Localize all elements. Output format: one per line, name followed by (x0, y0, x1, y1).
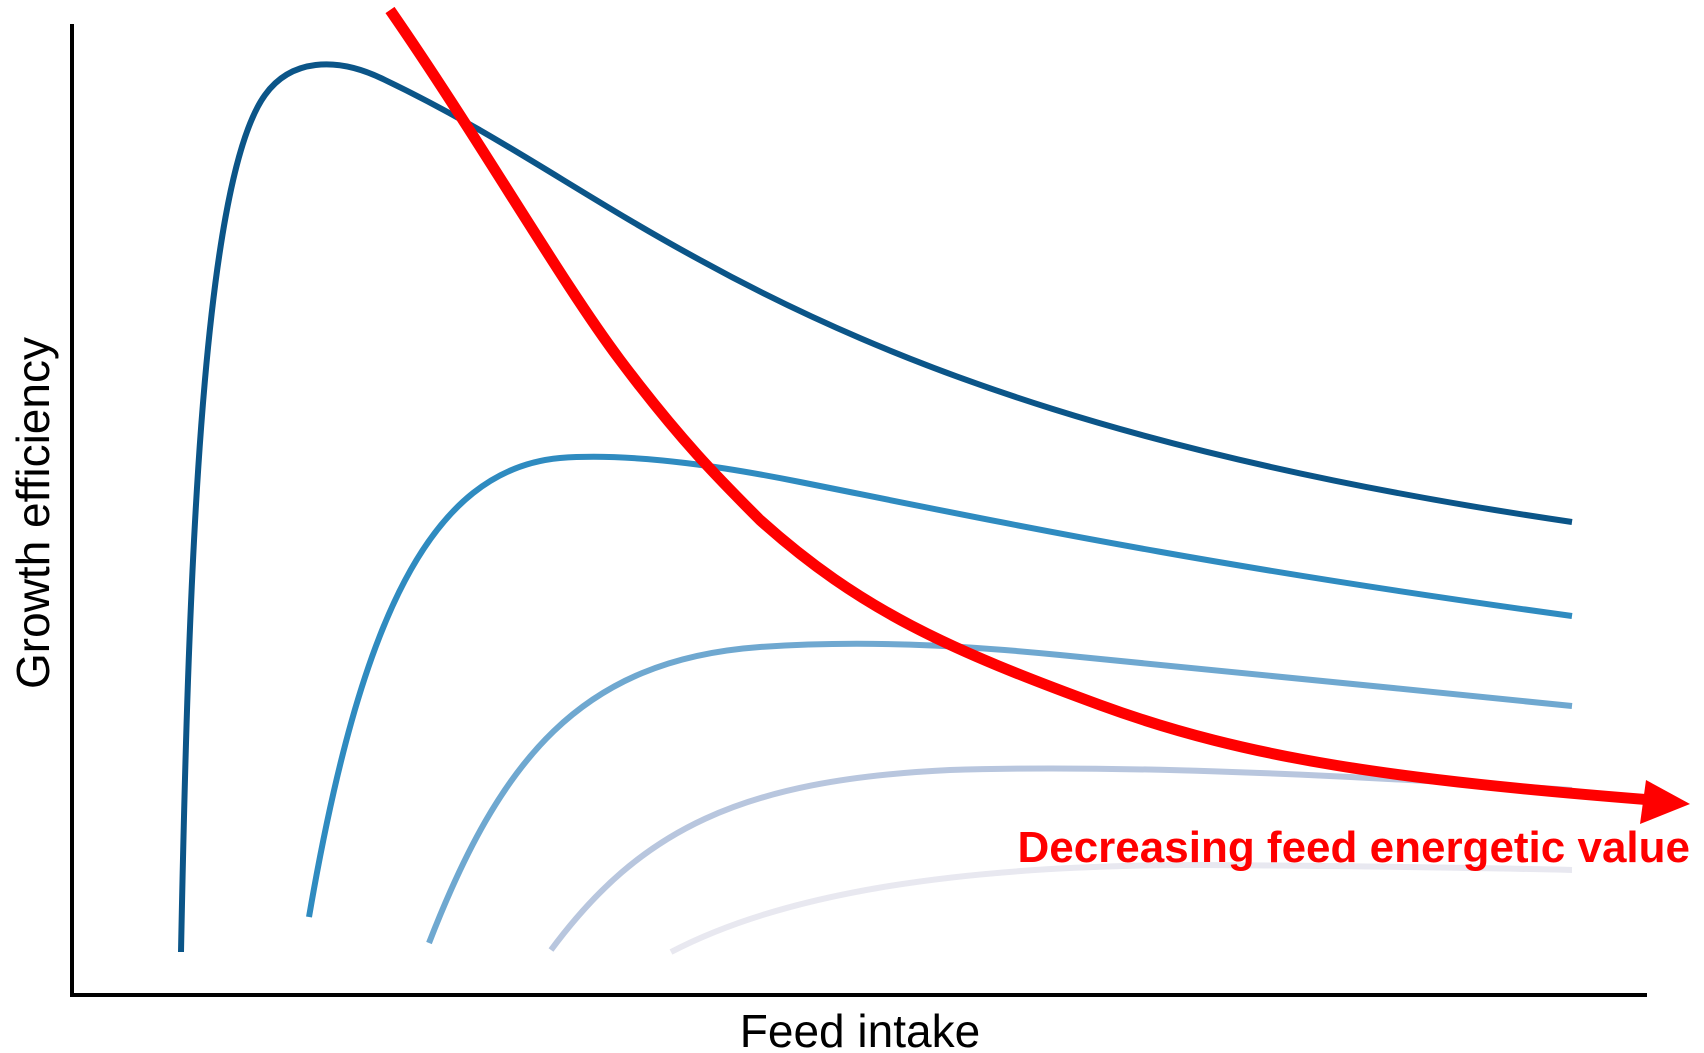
y-axis-label: Growth efficiency (7, 337, 59, 689)
decreasing-value-trend-line (385, 6, 1653, 806)
trend-arrowhead-icon (1640, 780, 1690, 824)
efficiency-curve-5 (669, 862, 1573, 955)
efficiency-curve-4 (548, 765, 1573, 952)
efficiency-curve-2 (306, 453, 1573, 918)
efficiency-curve-3 (426, 640, 1573, 945)
efficiency-curve-1 (178, 61, 1573, 953)
annotation-label: Decreasing feed energetic value (1017, 823, 1690, 872)
x-axis-label: Feed intake (740, 1005, 980, 1053)
